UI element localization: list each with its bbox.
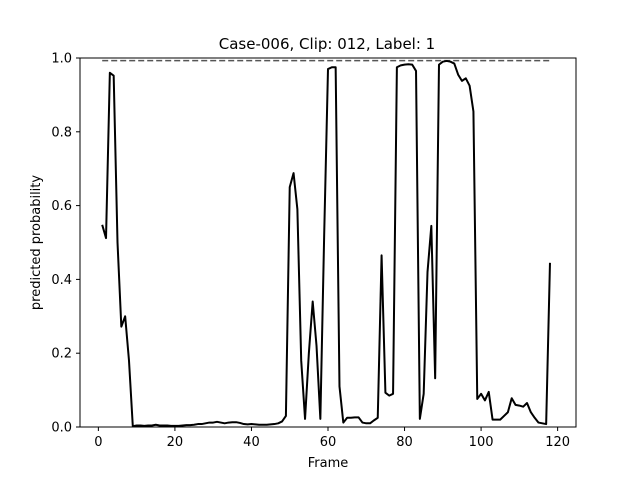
y-tick-label: 0.2: [51, 347, 72, 362]
x-tick-label: 100: [469, 435, 494, 450]
y-axis-ticks: 0.0 0.2 0.4 0.6 0.8 1.0: [51, 52, 80, 436]
x-axis-label: Frame: [308, 456, 349, 471]
x-tick-label: 80: [396, 435, 413, 450]
y-tick-label: 1.0: [51, 52, 72, 67]
y-tick-label: 0.6: [51, 199, 72, 214]
x-tick-label: 20: [167, 435, 184, 450]
x-axis-ticks: 0 20 40 60 80 100 120: [94, 427, 570, 450]
x-tick-label: 40: [243, 435, 260, 450]
chart-title: Case-006, Clip: 012, Label: 1: [219, 35, 435, 53]
y-tick-label: 0.4: [51, 273, 72, 288]
series-line-0: [101, 59, 551, 428]
x-tick-label: 0: [94, 435, 102, 450]
y-tick-label: 0.0: [51, 421, 72, 436]
y-axis-label: predicted probability: [29, 175, 44, 310]
x-tick-label: 120: [545, 435, 570, 450]
x-tick-label: 60: [320, 435, 337, 450]
y-tick-label: 0.8: [51, 125, 72, 140]
plot-area: [101, 59, 551, 428]
